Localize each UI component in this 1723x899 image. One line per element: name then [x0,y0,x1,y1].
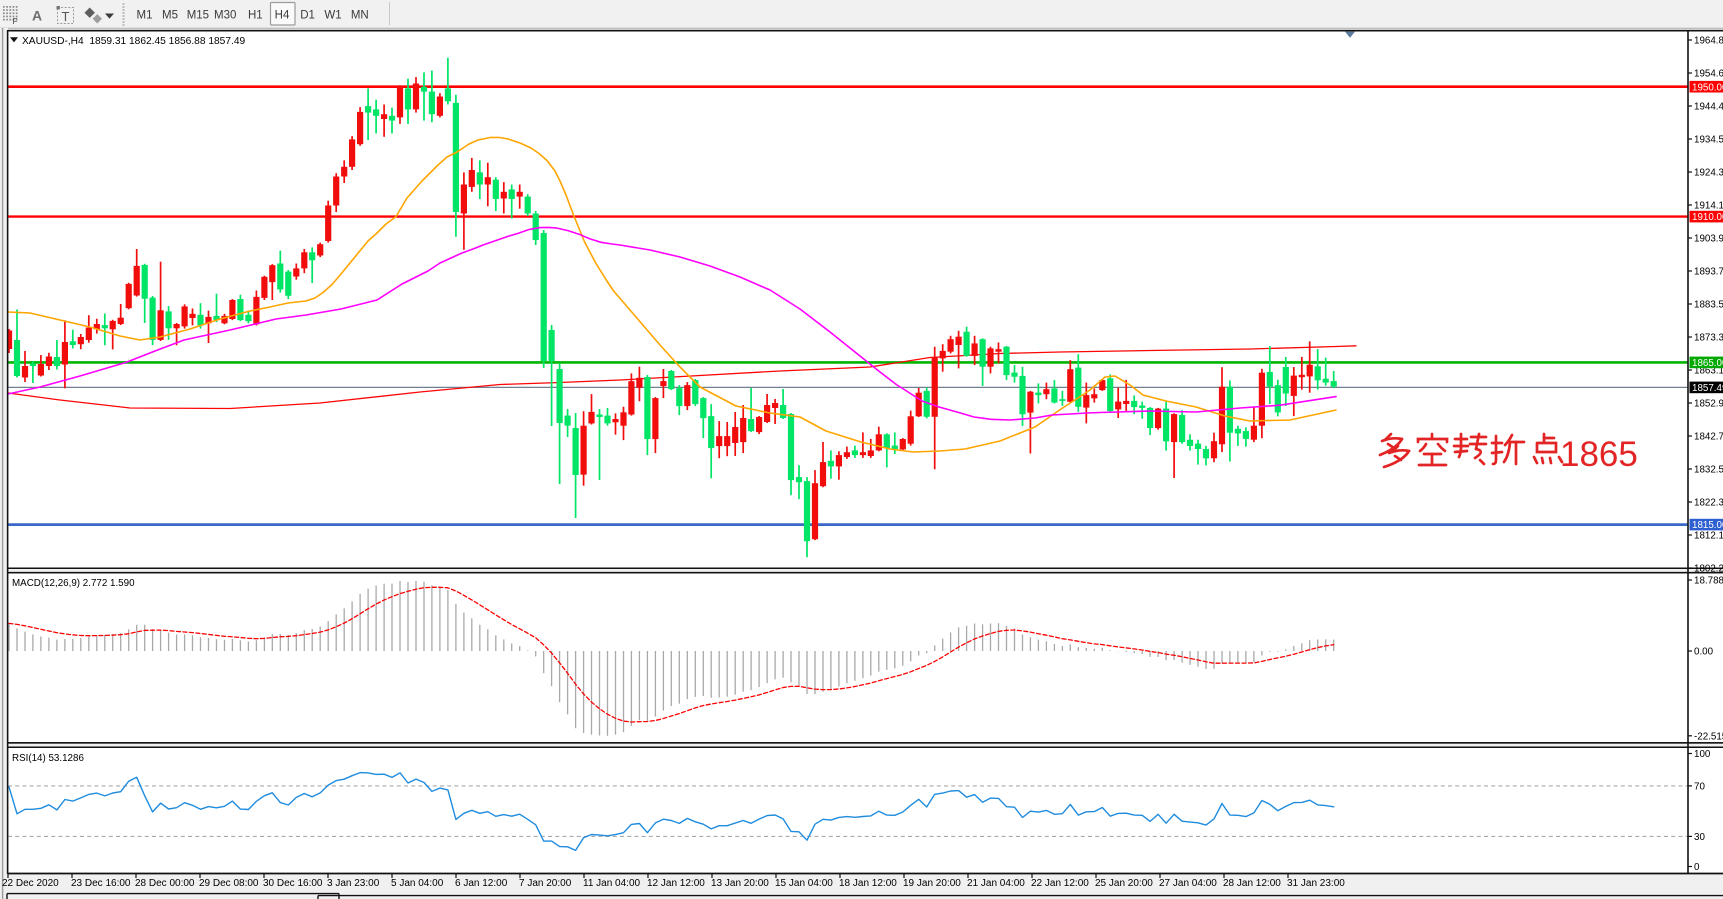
svg-text:0.00: 0.00 [1694,647,1714,658]
svg-text:1815.00: 1815.00 [1692,520,1723,531]
svg-text:RSI(14) 53.1286: RSI(14) 53.1286 [12,753,84,764]
svg-text:3 Jan 23:00: 3 Jan 23:00 [327,878,380,889]
svg-text:1865.00: 1865.00 [1692,358,1723,369]
svg-text:15 Jan 04:00: 15 Jan 04:00 [775,878,833,889]
svg-text:F: F [13,17,18,26]
svg-text:28 Dec 00:00: 28 Dec 00:00 [135,878,195,889]
svg-text:21 Jan 04:00: 21 Jan 04:00 [967,878,1025,889]
svg-text:1903.9: 1903.9 [1694,234,1723,245]
svg-text:1832.5: 1832.5 [1694,465,1723,476]
svg-text:30: 30 [1694,832,1705,843]
svg-text:13 Jan 20:00: 13 Jan 20:00 [711,878,769,889]
svg-text:22 Jan 12:00: 22 Jan 12:00 [1031,878,1089,889]
svg-text:W1: W1 [324,10,341,22]
svg-text:27 Jan 04:00: 27 Jan 04:00 [1159,878,1217,889]
svg-text:1964.8: 1964.8 [1694,36,1723,47]
svg-text:H1: H1 [248,10,263,22]
svg-text:0: 0 [1694,862,1700,873]
svg-text:D1: D1 [300,10,315,22]
svg-text:22 Dec 2020: 22 Dec 2020 [2,878,59,889]
svg-text:11 Jan 04:00: 11 Jan 04:00 [583,878,641,889]
svg-text:1865: 1865 [1560,435,1638,474]
svg-text:H4: H4 [275,10,290,22]
svg-text:1802.2: 1802.2 [1694,564,1723,575]
svg-text:1883.5: 1883.5 [1694,300,1723,311]
svg-text:12 Jan 12:00: 12 Jan 12:00 [647,878,705,889]
svg-text:1950.00: 1950.00 [1692,82,1723,93]
svg-text:1822.3: 1822.3 [1694,498,1723,509]
svg-text:100: 100 [1694,749,1711,760]
svg-text:M30: M30 [214,10,236,22]
svg-text:7 Jan 20:00: 7 Jan 20:00 [519,878,572,889]
svg-text:1910.00: 1910.00 [1692,212,1723,223]
svg-text:18 Jan 12:00: 18 Jan 12:00 [839,878,897,889]
svg-text:1852.9: 1852.9 [1694,399,1723,410]
svg-text:1863.1: 1863.1 [1694,366,1723,377]
svg-text:MACD(12,26,9) 2.772 1.590: MACD(12,26,9) 2.772 1.590 [12,578,135,589]
svg-text:M1: M1 [137,10,153,22]
svg-text:MN: MN [351,10,369,22]
svg-text:1934.5: 1934.5 [1694,135,1723,146]
svg-text:T: T [62,9,70,24]
svg-text:1812.1: 1812.1 [1694,531,1723,542]
svg-text:1914.1: 1914.1 [1694,201,1723,212]
svg-text:XAUUSD-,H4 1859.31 1862.45 18: XAUUSD-,H4 1859.31 1862.45 1856.88 1857.… [22,36,245,47]
svg-text:23 Dec 16:00: 23 Dec 16:00 [71,878,131,889]
svg-text:1893.7: 1893.7 [1694,267,1723,278]
svg-text:-22.515: -22.515 [1694,731,1723,742]
svg-text:M15: M15 [187,10,209,22]
svg-text:6 Jan 12:00: 6 Jan 12:00 [455,878,508,889]
svg-text:1944.4: 1944.4 [1694,102,1723,113]
svg-text:19 Jan 20:00: 19 Jan 20:00 [903,878,961,889]
svg-text:M5: M5 [162,10,178,22]
svg-text:29 Dec 08:00: 29 Dec 08:00 [199,878,259,889]
svg-text:70: 70 [1694,781,1705,792]
svg-text:1857.49: 1857.49 [1692,383,1723,394]
svg-text:1954.6: 1954.6 [1694,69,1723,80]
svg-text:5 Jan 04:00: 5 Jan 04:00 [391,878,444,889]
svg-text:18.788: 18.788 [1694,576,1723,587]
svg-text:30 Dec 16:00: 30 Dec 16:00 [263,878,323,889]
svg-text:A: A [32,8,42,24]
svg-text:28 Jan 12:00: 28 Jan 12:00 [1223,878,1281,889]
svg-text:1873.3: 1873.3 [1694,333,1723,344]
svg-text:1924.3: 1924.3 [1694,168,1723,179]
svg-text:25 Jan 20:00: 25 Jan 20:00 [1095,878,1153,889]
svg-text:31 Jan 23:00: 31 Jan 23:00 [1287,878,1345,889]
svg-text:1842.7: 1842.7 [1694,432,1723,443]
